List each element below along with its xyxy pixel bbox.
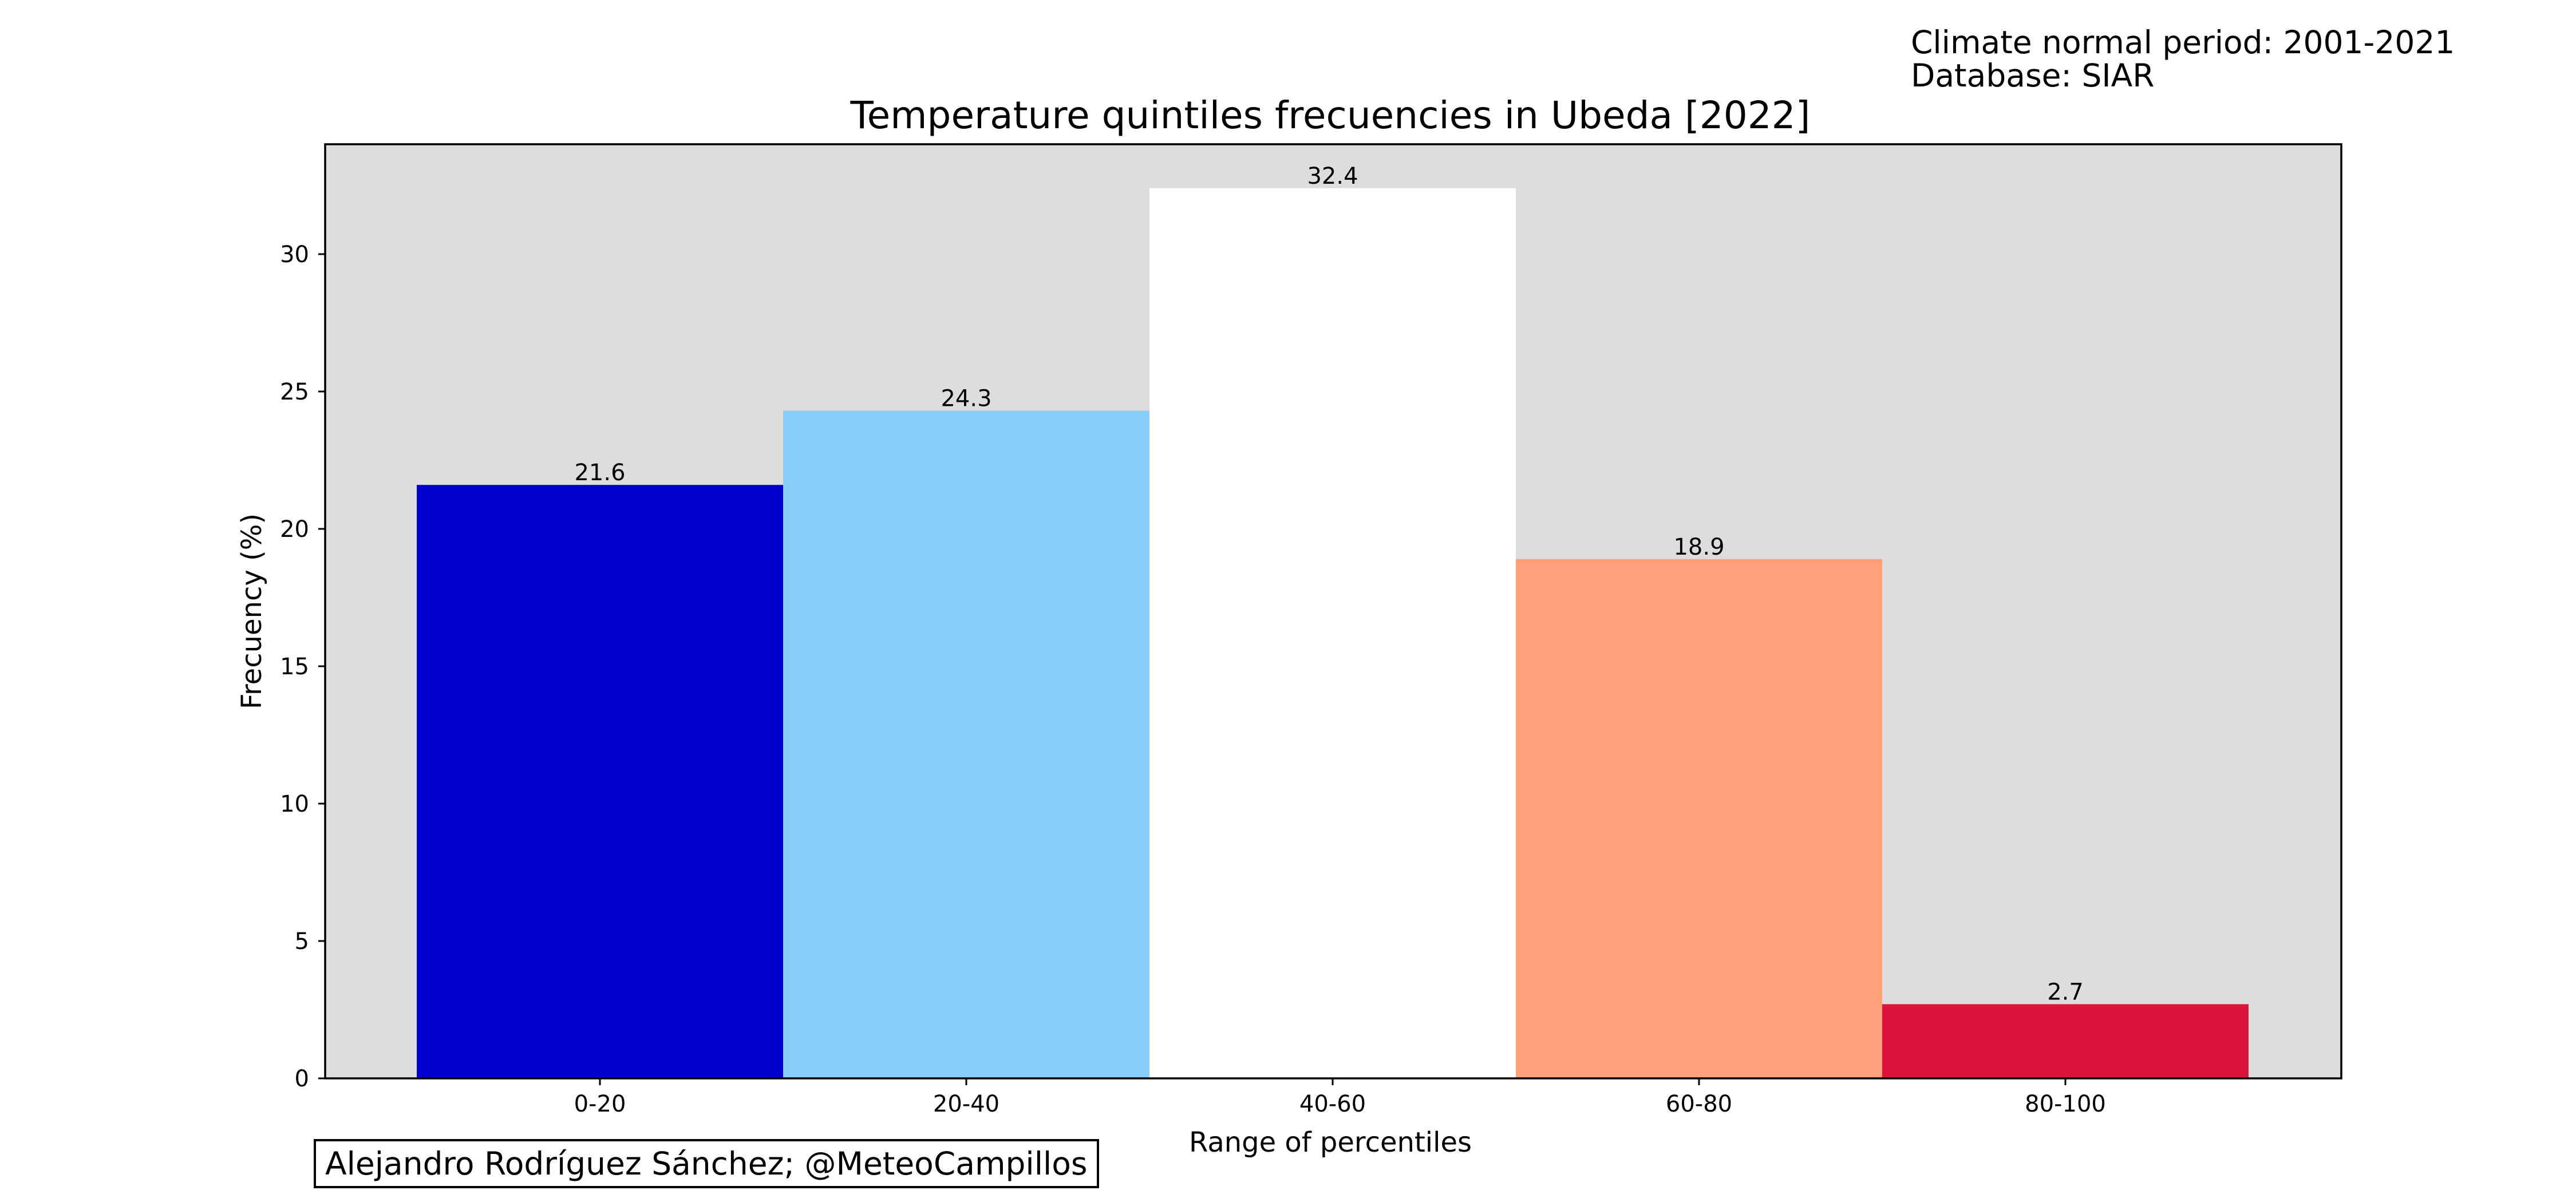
y-tick-label-0: 0 [295, 1066, 309, 1092]
x-tick-label-80-100: 80-100 [2025, 1091, 2106, 1117]
climate-normal-period-note: Climate normal period: 2001-2021 [1911, 24, 2455, 61]
bar-value-label-0-20: 21.6 [574, 460, 625, 486]
y-tick-label-10: 10 [280, 791, 309, 817]
bar-20-40 [783, 410, 1149, 1078]
bar-0-20 [417, 485, 783, 1079]
y-tick-label-15: 15 [280, 654, 309, 680]
x-tick-label-60-80: 60-80 [1666, 1091, 1732, 1117]
x-axis-label: Range of percentiles [1189, 1126, 1472, 1158]
bar-value-label-80-100: 2.7 [2047, 979, 2084, 1005]
y-axis: 0 5 10 15 20 25 30 [280, 242, 325, 1092]
bar-40-60 [1149, 188, 1516, 1078]
x-axis: 0-20 20-40 40-60 60-80 80-100 [574, 1078, 2106, 1117]
bar-80-100 [1882, 1004, 2249, 1078]
y-axis-label: Frecuency (%) [236, 513, 268, 709]
y-tick-label-25: 25 [280, 379, 309, 405]
x-tick-label-0-20: 0-20 [574, 1091, 626, 1117]
bar-value-label-40-60: 32.4 [1307, 163, 1358, 189]
y-tick-label-30: 30 [280, 242, 309, 268]
chart-title: Temperature quintiles frecuencies in Ube… [850, 93, 1811, 137]
bar-value-label-20-40: 24.3 [941, 386, 991, 412]
bars-group [417, 188, 2249, 1079]
y-tick-label-20: 20 [280, 516, 309, 543]
bar-value-label-60-80: 18.9 [1673, 534, 1724, 560]
bar-60-80 [1516, 559, 1882, 1078]
author-credit: Alejandro Rodríguez Sánchez; @MeteoCampi… [314, 1139, 1099, 1188]
x-tick-label-40-60: 40-60 [1299, 1091, 1366, 1117]
database-note: Database: SIAR [1911, 57, 2155, 94]
bar-labels-group: 21.6 24.3 32.4 18.9 2.7 [574, 163, 2083, 1006]
x-tick-label-20-40: 20-40 [933, 1091, 999, 1117]
y-tick-label-5: 5 [295, 928, 309, 955]
